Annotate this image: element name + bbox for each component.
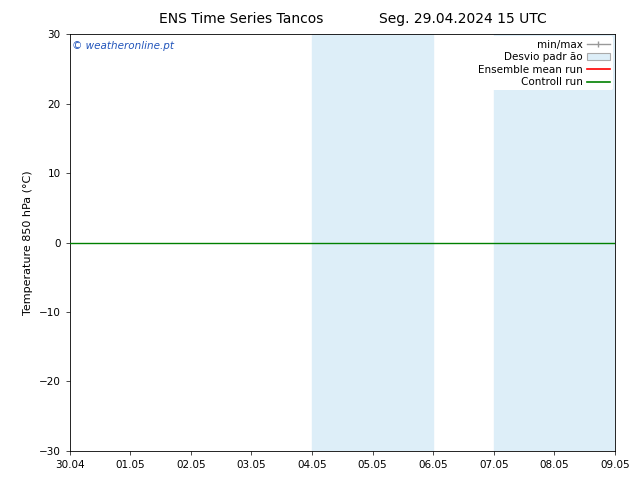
Bar (494, 34, 615, 451)
Legend: min/max, Desvio padr ão, Ensemble mean run, Controll run: min/max, Desvio padr ão, Ensemble mean r… (475, 36, 613, 91)
Bar (312, 34, 433, 451)
Y-axis label: Temperature 850 hPa (°C): Temperature 850 hPa (°C) (23, 170, 33, 315)
Text: © weatheronline.pt: © weatheronline.pt (72, 41, 174, 50)
Text: ENS Time Series Tancos: ENS Time Series Tancos (158, 12, 323, 26)
Text: Seg. 29.04.2024 15 UTC: Seg. 29.04.2024 15 UTC (379, 12, 547, 26)
